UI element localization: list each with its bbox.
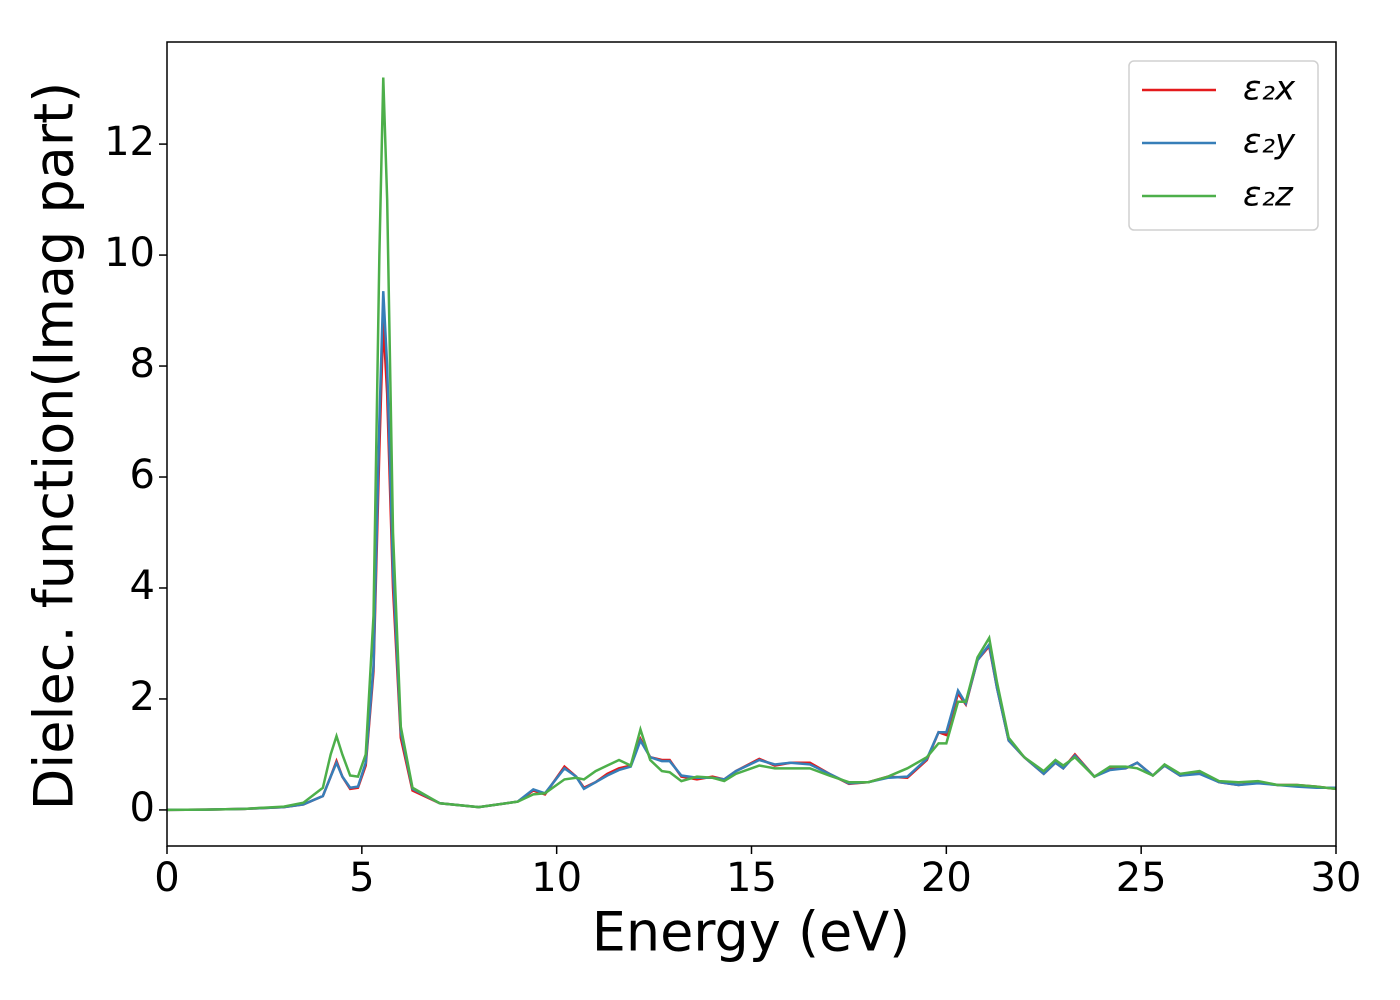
data-line	[167, 291, 1336, 812]
x-tick-label: 0	[154, 855, 179, 901]
y-tick-label: 0	[130, 785, 155, 831]
y-tick-label: 8	[130, 341, 155, 387]
legend-label: ε₂x	[1243, 69, 1296, 109]
y-tick-label: 2	[130, 674, 155, 720]
plot-frame	[166, 41, 1337, 847]
y-tick-label: 12	[104, 119, 155, 165]
data-line	[167, 77, 1336, 812]
x-tick-label: 10	[531, 855, 582, 901]
y-tick-label: 10	[104, 230, 155, 276]
y-axis-label: Dielec. function(Imag part)	[23, 82, 86, 811]
x-axis-label: Energy (eV)	[592, 901, 911, 964]
y-tick-label: 6	[130, 452, 155, 498]
x-tick-label: 25	[1116, 855, 1167, 901]
x-tick-label: 30	[1311, 855, 1362, 901]
data-line	[167, 321, 1336, 812]
x-tick-label: 5	[349, 855, 374, 901]
legend-box	[1128, 60, 1319, 231]
legend-label: ε₂y	[1243, 122, 1296, 162]
y-tick-label: 4	[130, 563, 155, 609]
legend-label: ε₂z	[1243, 175, 1294, 215]
x-tick-label: 20	[921, 855, 972, 901]
x-tick-label: 15	[726, 855, 777, 901]
